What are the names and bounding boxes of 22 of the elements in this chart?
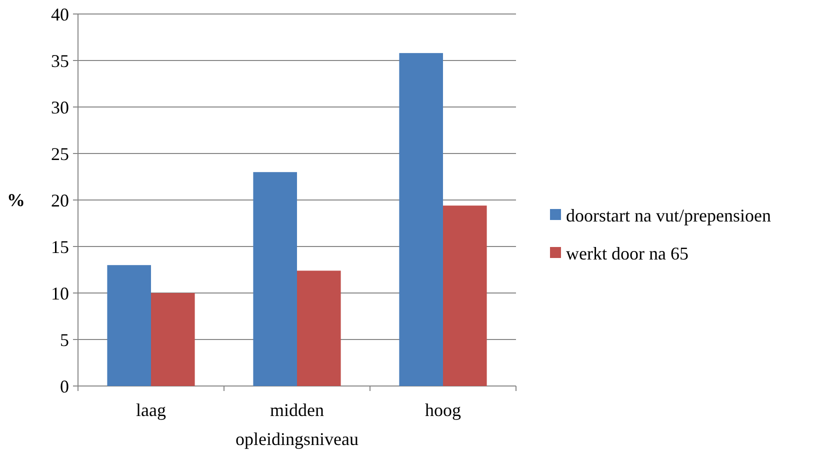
- y-tick-label: 25: [51, 144, 69, 164]
- bar: [107, 265, 151, 386]
- bar: [443, 206, 487, 386]
- y-tick-label: 20: [51, 190, 69, 210]
- y-tick-label: 5: [60, 330, 69, 350]
- y-tick-label: 15: [51, 236, 69, 257]
- bar: [253, 172, 297, 386]
- x-tick-label: hoog: [425, 400, 461, 420]
- legend-label: doorstart na vut/prepensioen: [566, 205, 771, 226]
- y-axis-title: %: [7, 190, 25, 210]
- y-tick-label: 35: [51, 50, 69, 71]
- x-tick-label: midden: [270, 400, 324, 420]
- x-axis-title: opleidingsniveau: [236, 429, 358, 449]
- y-tick-label: 0: [60, 376, 69, 396]
- x-tick-label: laag: [136, 400, 166, 420]
- legend-label: werkt door na 65: [566, 243, 688, 264]
- y-tick-label: 30: [51, 97, 69, 118]
- bar: [399, 53, 443, 386]
- bar: [297, 270, 341, 386]
- bar: [151, 293, 195, 386]
- y-tick-label: 40: [51, 4, 69, 24]
- y-tick-label: 10: [51, 283, 69, 304]
